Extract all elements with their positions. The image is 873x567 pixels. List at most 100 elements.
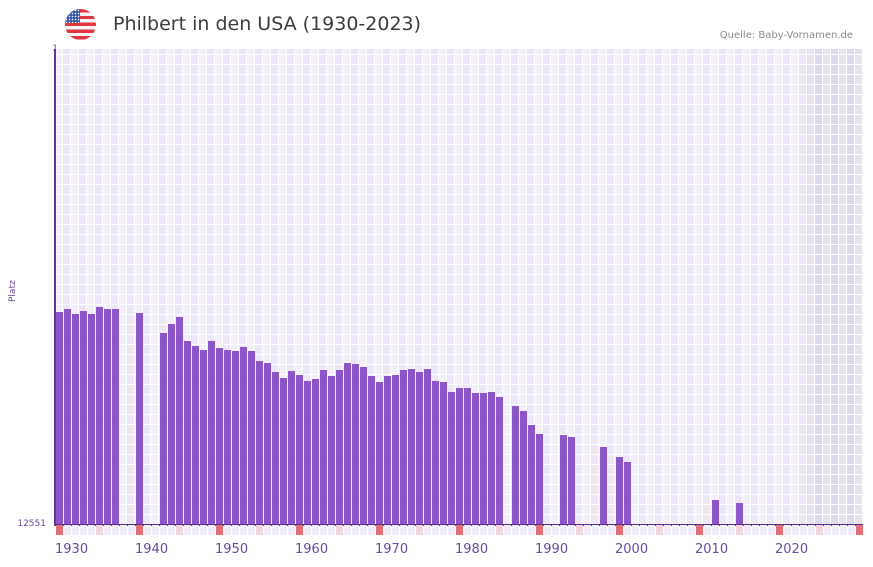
bar-1972[interactable] [392, 375, 399, 525]
bar-1981[interactable] [464, 388, 471, 525]
year-marker [88, 525, 95, 535]
bar-1937[interactable] [112, 309, 119, 525]
year-marker [272, 525, 279, 535]
bar-1985[interactable] [496, 397, 503, 525]
plot-area [55, 49, 863, 525]
bar-1987[interactable] [512, 406, 519, 525]
bar-1979[interactable] [448, 392, 455, 525]
bar-1947[interactable] [192, 346, 199, 525]
year-marker [288, 525, 295, 535]
bar-1958[interactable] [280, 378, 287, 525]
bar-1946[interactable] [184, 341, 191, 525]
x-axis-line [55, 524, 863, 526]
bar-2015[interactable] [736, 503, 743, 525]
bar-2000[interactable] [616, 457, 623, 525]
year-marker [112, 525, 119, 535]
year-marker [352, 525, 359, 535]
year-marker [728, 525, 735, 535]
bar-1998[interactable] [600, 447, 607, 525]
x-tick-label: 1940 [135, 542, 169, 557]
bar-1935[interactable] [96, 307, 103, 525]
bar-1945[interactable] [176, 317, 183, 525]
bar-1974[interactable] [408, 369, 415, 525]
bar-1960[interactable] [296, 375, 303, 525]
bar-1963[interactable] [320, 370, 327, 525]
bar-1930[interactable] [56, 312, 63, 525]
bar-1944[interactable] [168, 324, 175, 525]
bar-1970[interactable] [376, 382, 383, 525]
bar-1971[interactable] [384, 376, 391, 525]
bar-1949[interactable] [208, 341, 215, 525]
bar-1973[interactable] [400, 370, 407, 525]
bar-1931[interactable] [64, 309, 71, 525]
bar-1989[interactable] [528, 425, 535, 525]
bar-1966[interactable] [344, 363, 351, 525]
year-marker [688, 525, 695, 535]
year-marker [408, 525, 415, 535]
year-marker [168, 525, 175, 535]
year-marker [72, 525, 79, 535]
year-marker [456, 525, 463, 535]
year-marker [552, 525, 559, 535]
bar-1962[interactable] [312, 379, 319, 525]
y-tick-bottom: 12551 [17, 519, 46, 529]
x-tick-label: 1970 [375, 542, 409, 557]
bar-1932[interactable] [72, 314, 79, 525]
bar-2012[interactable] [712, 500, 719, 525]
bar-1982[interactable] [472, 393, 479, 525]
bar-1988[interactable] [520, 411, 527, 525]
year-marker [384, 525, 391, 535]
bar-1955[interactable] [256, 361, 263, 525]
year-marker [160, 525, 167, 535]
x-tick-label: 1990 [535, 542, 569, 557]
bar-1969[interactable] [368, 376, 375, 525]
bar-1957[interactable] [272, 372, 279, 525]
source-link[interactable]: Quelle: Baby-Vornamen.de [719, 30, 853, 41]
bar-1943[interactable] [160, 333, 167, 525]
bar-1952[interactable] [232, 351, 239, 525]
bar-1993[interactable] [560, 435, 567, 525]
bar-1950[interactable] [216, 348, 223, 525]
bar-1980[interactable] [456, 388, 463, 525]
year-marker [248, 525, 255, 535]
bar-1994[interactable] [568, 437, 575, 525]
year-marker [816, 525, 823, 535]
bar-1951[interactable] [224, 350, 231, 525]
year-marker [712, 525, 719, 535]
bar-1936[interactable] [104, 309, 111, 525]
bar-1975[interactable] [416, 372, 423, 525]
bar-1948[interactable] [200, 350, 207, 525]
bar-1964[interactable] [328, 376, 335, 525]
year-marker [360, 525, 367, 535]
year-marker [392, 525, 399, 535]
year-marker [744, 525, 751, 535]
year-marker [504, 525, 511, 535]
bar-2001[interactable] [624, 462, 631, 525]
bar-1984[interactable] [488, 392, 495, 525]
bar-1959[interactable] [288, 371, 295, 525]
year-marker [56, 525, 63, 535]
x-tick-label: 1950 [215, 542, 249, 557]
year-marker [120, 525, 127, 535]
bar-1990[interactable] [536, 434, 543, 525]
bar-1934[interactable] [88, 314, 95, 525]
bar-1978[interactable] [440, 382, 447, 525]
year-marker [344, 525, 351, 535]
year-marker [296, 525, 303, 535]
bar-1983[interactable] [480, 393, 487, 525]
bar-1940[interactable] [136, 313, 143, 525]
bar-1977[interactable] [432, 381, 439, 525]
bar-1954[interactable] [248, 351, 255, 525]
bar-1965[interactable] [336, 370, 343, 525]
bar-1967[interactable] [352, 364, 359, 525]
bar-1933[interactable] [80, 311, 87, 525]
bar-1976[interactable] [424, 369, 431, 525]
year-marker [240, 525, 247, 535]
bar-1968[interactable] [360, 367, 367, 525]
bar-1956[interactable] [264, 363, 271, 525]
year-marker [840, 525, 847, 535]
chart-title: Philbert in den USA (1930-2023) [113, 13, 422, 35]
bar-1961[interactable] [304, 381, 311, 525]
bar-1953[interactable] [240, 347, 247, 525]
year-marker [200, 525, 207, 535]
